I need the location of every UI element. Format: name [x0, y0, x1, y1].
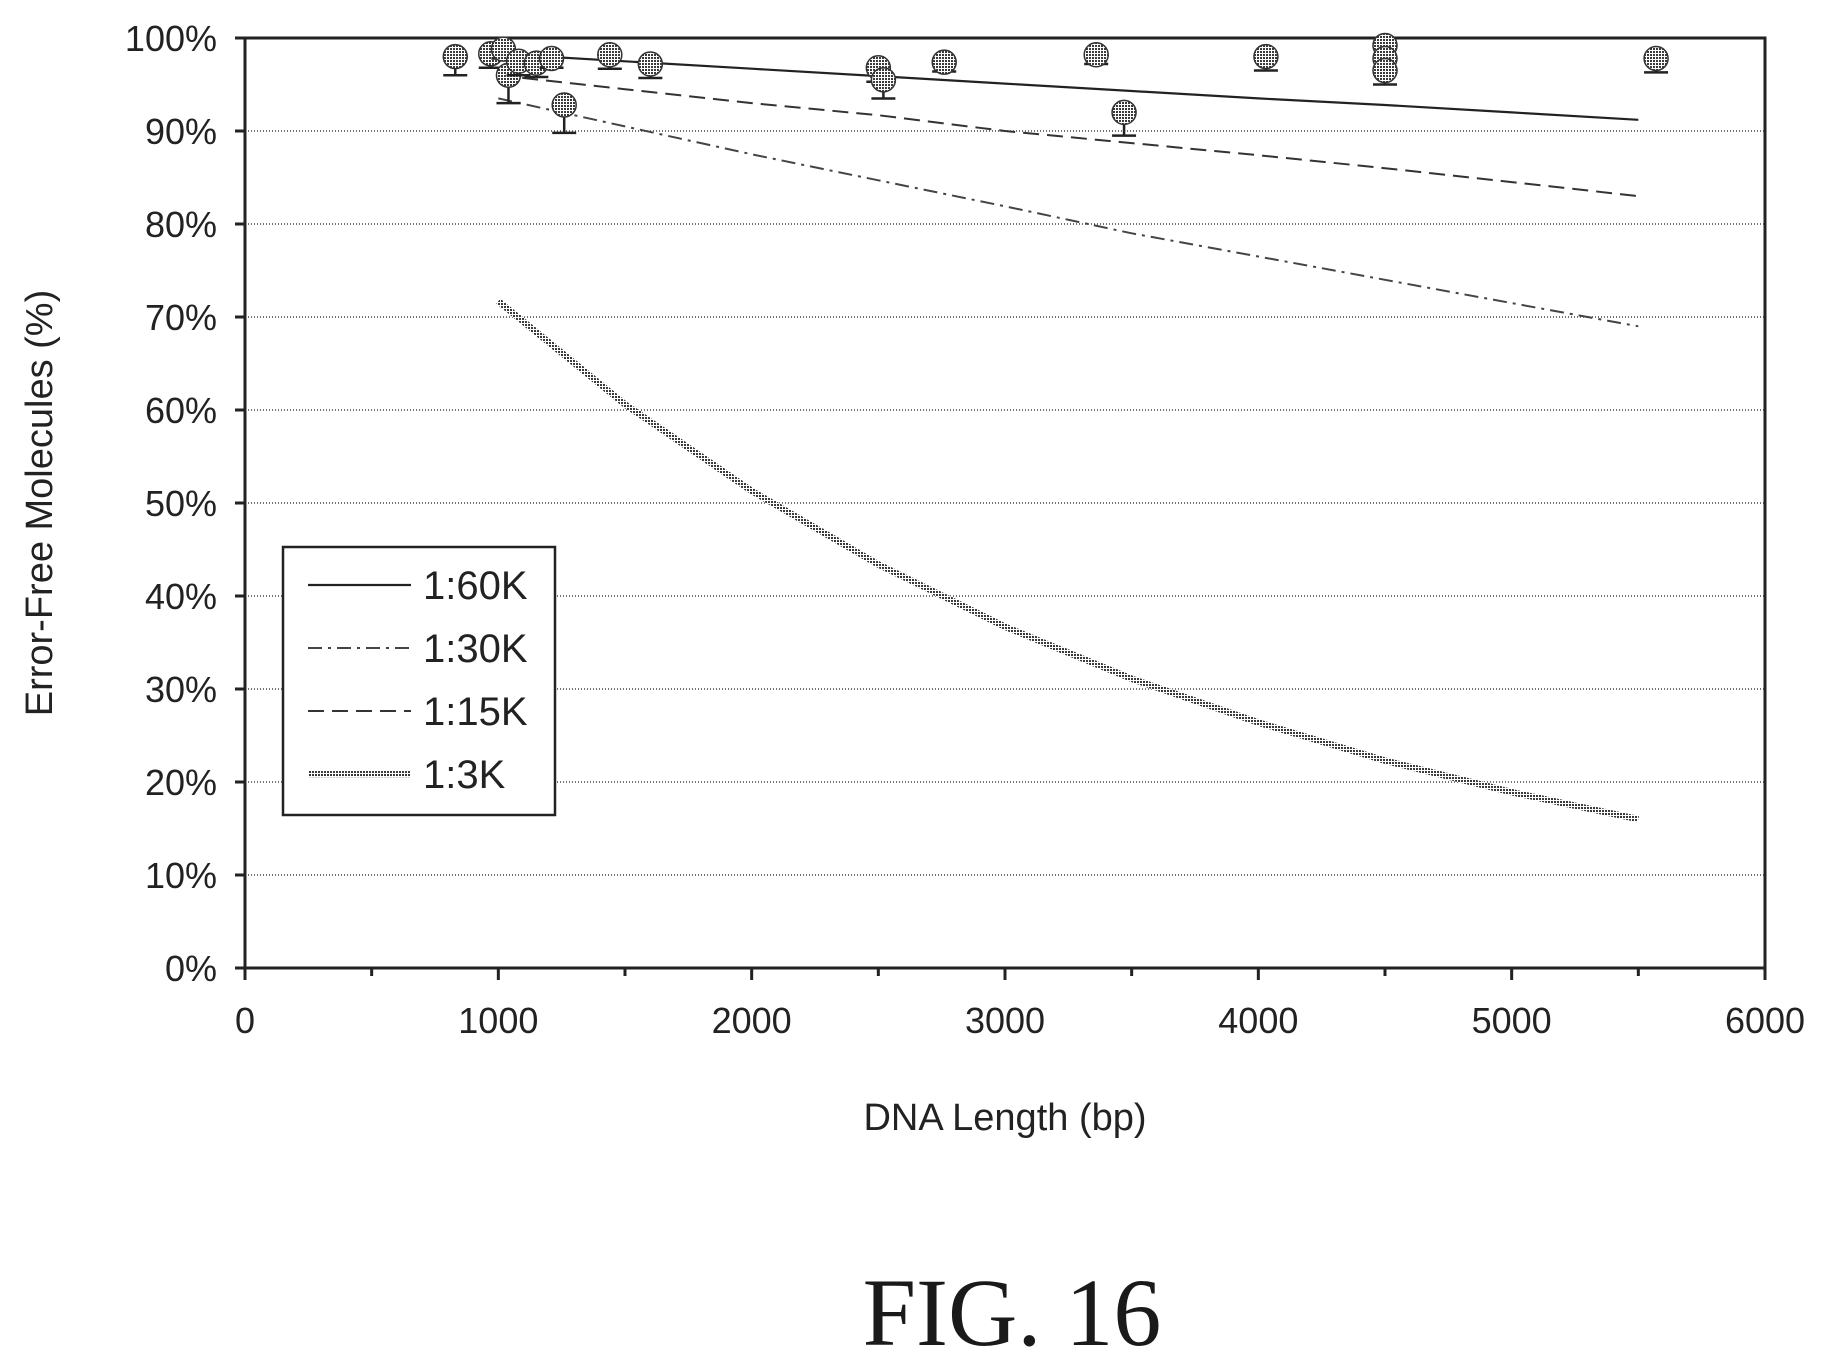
data-point [870, 67, 897, 93]
data-point [538, 45, 565, 72]
y-axis-label: Error-Free Molecules (%) [19, 290, 61, 717]
data-point [551, 92, 577, 118]
y-tick-label: 0% [165, 948, 217, 989]
y-tick-label: 80% [145, 204, 217, 245]
measured-points [442, 32, 1669, 137]
y-tick-label: 10% [145, 855, 217, 896]
data-point [931, 49, 957, 75]
y-tick-label: 70% [145, 297, 217, 338]
x-tick-label: 1000 [458, 1000, 538, 1041]
y-tick-label: 40% [145, 576, 217, 617]
series-lines [496, 52, 1639, 823]
data-point [1372, 57, 1398, 84]
legend: 1:60K 1:30K 1:15K 1:3K [281, 545, 557, 817]
data-point [597, 41, 623, 68]
x-axis-label: DNA Length (bp) [863, 1097, 1146, 1139]
x-tick-label: 2000 [712, 1000, 792, 1041]
y-tick-label: 30% [145, 669, 217, 710]
y-tick-label: 90% [145, 111, 217, 152]
x-tick-label: 3000 [965, 1000, 1045, 1041]
x-tick-label: 6000 [1725, 1000, 1805, 1041]
y-tick-label: 60% [145, 390, 217, 431]
axis-ticks: 0% 10% 20% 30% 40% 50% 60% 70% 80% 90% 100% 0 1000 20… [125, 18, 1805, 1041]
series-line-4 [496, 298, 1639, 823]
legend-label: 1:30K [423, 627, 528, 671]
data-point [1083, 41, 1109, 68]
series-line-2 [498, 97, 1639, 328]
legend-label: 1:15K [423, 690, 528, 734]
x-tick-label: 5000 [1472, 1000, 1552, 1041]
data-point [442, 43, 469, 70]
legend-box [281, 545, 557, 817]
data-point [637, 51, 664, 77]
figure-label: FIG. 16 [863, 1259, 1162, 1356]
data-point [1643, 45, 1669, 72]
data-point [1253, 43, 1279, 70]
y-tick-label: 20% [145, 762, 217, 803]
y-tick-label: 100% [125, 18, 217, 59]
legend-label: 1:60K [423, 564, 528, 608]
legend-label: 1:3K [423, 753, 506, 797]
data-point [1111, 99, 1137, 126]
x-tick-label: 0 [235, 1000, 255, 1041]
series-line-1 [498, 52, 1639, 121]
x-tick-label: 4000 [1218, 1000, 1298, 1041]
y-tick-label: 50% [145, 483, 217, 524]
